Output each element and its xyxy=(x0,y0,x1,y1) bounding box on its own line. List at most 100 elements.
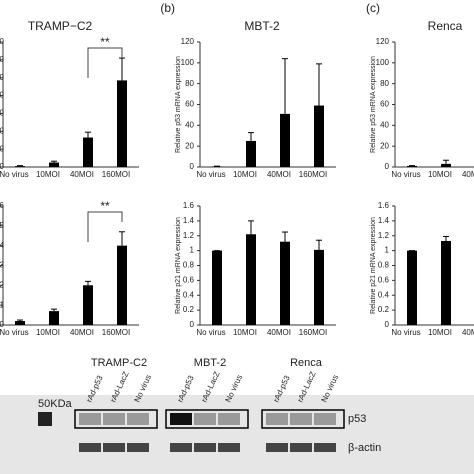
y-tick-label: 6 xyxy=(0,201,5,210)
bar xyxy=(117,245,127,325)
y-tick-label: 60 xyxy=(0,109,5,118)
x-tick-label: No virus xyxy=(391,328,420,337)
y-tick-label: 0 xyxy=(0,320,5,329)
marker-band xyxy=(38,412,52,426)
x-tick-label: 40MOI xyxy=(70,170,94,179)
y-tick-label: 1.2 xyxy=(378,231,390,240)
marker-label: 50KDa xyxy=(38,398,73,410)
y-tick-label: 20 xyxy=(185,141,194,150)
x-tick-label: No virus xyxy=(0,170,29,179)
panel-label: (b) xyxy=(160,1,175,15)
y-tick-label: 0.4 xyxy=(378,290,390,299)
bar xyxy=(15,321,25,325)
bar xyxy=(441,163,451,167)
actin-band xyxy=(290,443,312,452)
y-tick-label: 0.2 xyxy=(183,305,195,314)
y-tick-label: 0.8 xyxy=(378,261,390,270)
bar xyxy=(83,285,93,325)
y-tick-label: 140 xyxy=(0,37,5,46)
x-tick-label: No virus xyxy=(391,170,420,179)
group-box xyxy=(74,409,158,429)
x-tick-label: 10MOI xyxy=(36,328,60,337)
y-tick-label: 0 xyxy=(385,162,390,171)
bar xyxy=(441,240,451,325)
y-tick-label: 0.8 xyxy=(183,261,195,270)
y-tick-label: 100 xyxy=(181,58,195,67)
y-tick-label: 1 xyxy=(190,246,195,255)
y-tick-label: 1.4 xyxy=(378,216,390,225)
x-tick-label: 160MOI xyxy=(299,170,327,179)
y-axis-label: Relative p53 mRNA expression xyxy=(370,56,377,153)
y-tick-label: 0 xyxy=(190,162,195,171)
y-tick-label: 0.6 xyxy=(183,275,195,284)
bar xyxy=(280,113,290,167)
y-tick-label: 2 xyxy=(0,280,5,289)
p53-band xyxy=(79,413,101,425)
y-tick-label: 1.2 xyxy=(183,231,195,240)
chart-title: TRAMP−C2 xyxy=(28,19,93,33)
y-tick-label: 120 xyxy=(181,37,195,46)
y-tick-label: 1 xyxy=(0,300,5,309)
p53-band xyxy=(103,413,125,425)
x-tick-label: 160MOI xyxy=(102,170,130,179)
y-tick-label: 4 xyxy=(0,241,5,250)
y-axis-label: Relative p21 mRNA expression xyxy=(175,217,182,314)
group-label: MBT-2 xyxy=(194,357,226,369)
y-tick-label: 120 xyxy=(0,55,5,64)
x-tick-label: 160MOI xyxy=(102,328,130,337)
x-tick-label: 40MOI xyxy=(267,328,291,337)
bar xyxy=(83,137,93,167)
y-tick-label: 1.4 xyxy=(183,216,195,225)
y-axis-label: Relative p21 mRNA expression xyxy=(370,217,377,314)
significance-bracket xyxy=(87,211,123,242)
x-tick-label: 10MOI xyxy=(36,170,60,179)
x-tick-label: 10MOI xyxy=(233,328,257,337)
group-box xyxy=(261,409,345,429)
y-tick-label: 0.4 xyxy=(183,290,195,299)
p53-band xyxy=(127,413,149,425)
actin-band xyxy=(79,443,101,452)
x-tick-label: 40MOI xyxy=(70,328,94,337)
y-axis-label: Relative p53 mRNA expression xyxy=(175,56,182,153)
significance-label: ** xyxy=(100,199,110,213)
bar xyxy=(212,166,222,167)
p53-band xyxy=(266,413,288,425)
x-tick-label: 10MOI xyxy=(428,170,452,179)
y-tick-label: 1.6 xyxy=(183,201,195,210)
y-tick-label: 0.6 xyxy=(378,275,390,284)
actin-band xyxy=(194,443,216,452)
p53-band xyxy=(314,413,336,425)
y-tick-label: 40 xyxy=(185,120,194,129)
y-tick-label: 1 xyxy=(385,246,390,255)
y-tick-label: 80 xyxy=(185,79,194,88)
bar xyxy=(407,250,417,325)
y-tick-label: 80 xyxy=(0,91,5,100)
y-tick-label: 100 xyxy=(376,58,390,67)
x-tick-label: No virus xyxy=(196,170,225,179)
x-tick-label: 10MOI xyxy=(428,328,452,337)
y-tick-label: 100 xyxy=(0,73,5,82)
y-tick-label: 40 xyxy=(380,120,389,129)
x-tick-label: 40MOI xyxy=(267,170,291,179)
bar xyxy=(49,162,59,167)
y-tick-label: 60 xyxy=(380,100,389,109)
group-label: Renca xyxy=(290,357,323,369)
p53-band xyxy=(194,413,216,425)
panel-label: (c) xyxy=(366,1,380,15)
band-label: β-actin xyxy=(348,442,381,454)
bar xyxy=(49,311,59,325)
bar xyxy=(246,234,256,325)
y-tick-label: 0 xyxy=(190,320,195,329)
x-tick-label: 10MOI xyxy=(233,170,257,179)
significance-bracket xyxy=(87,47,123,78)
bar xyxy=(117,80,127,167)
y-tick-label: 20 xyxy=(380,141,389,150)
group-label: TRAMP-C2 xyxy=(91,357,147,369)
actin-band xyxy=(127,443,149,452)
y-tick-label: 20 xyxy=(0,144,5,153)
actin-band xyxy=(314,443,336,452)
bar xyxy=(314,249,324,325)
band-label: p53 xyxy=(348,413,366,425)
